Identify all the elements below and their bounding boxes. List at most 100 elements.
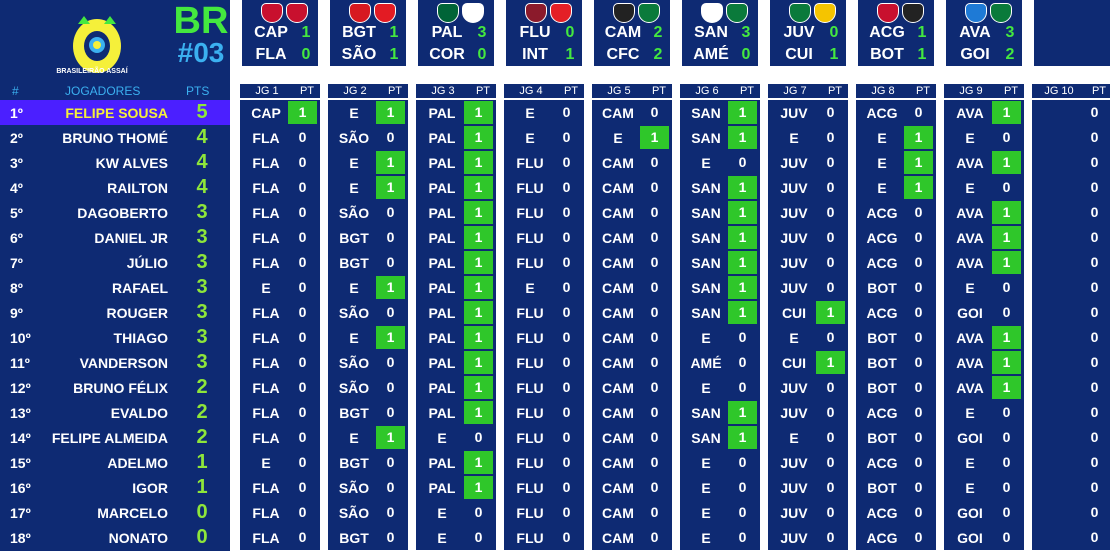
pick-cell: CAM 0 [592, 200, 672, 225]
match-card[interactable]: CAM 2 CFC 2 [594, 0, 670, 66]
pick-point-value: 0 [1002, 454, 1011, 470]
pick-team: AVA [956, 230, 984, 246]
match-card[interactable]: BGT 1 SÃO 1 [330, 0, 406, 66]
player-row[interactable]: 7º JÚLIO 3 [0, 250, 230, 275]
point-box: 0 [552, 101, 581, 124]
pick-team: FLA [252, 255, 280, 271]
away-team-crest-icon [638, 3, 660, 23]
pick-point-value: 0 [650, 304, 659, 320]
pick-team: FLU [516, 455, 544, 471]
point-box: 0 [1080, 376, 1109, 399]
point-box: 0 [288, 226, 317, 249]
pick-cell: SÃO 0 [328, 350, 408, 375]
pick-point-value: 0 [386, 504, 395, 520]
player-row[interactable]: 15º ADELMO 1 [0, 450, 230, 475]
match-card[interactable]: CAP 1 FLA 0 [242, 0, 318, 66]
player-row[interactable]: 17º MARCELO 0 [0, 500, 230, 525]
hit-point-box: 1 [728, 176, 757, 199]
pick-team: SÃO [338, 305, 370, 321]
pick-point-value: 0 [914, 279, 923, 295]
logo-label: BRASILEIRÃO ASSAÍ [56, 68, 128, 75]
player-row[interactable]: 16º IGOR 1 [0, 475, 230, 500]
pick-team: E [877, 180, 887, 196]
player-row[interactable]: 14º FELIPE ALMEIDA 2 [0, 425, 230, 450]
pick-cell: CAM 0 [592, 250, 672, 275]
pick-cell: JUV 0 [768, 475, 848, 500]
point-box: 0 [376, 501, 405, 524]
round-label: JG 4 [519, 85, 543, 97]
player-row[interactable]: 9º ROUGER 3 [0, 300, 230, 325]
round-header: JG 6 PT [680, 84, 760, 98]
pick-point-value: 0 [1002, 404, 1011, 420]
pick-team: CAM [602, 305, 634, 321]
pick-cell: FLU 0 [504, 375, 584, 400]
player-row[interactable]: 5º DAGOBERTO 3 [0, 200, 230, 225]
hit-point-box: 1 [464, 226, 493, 249]
home-team-name: FLU [519, 24, 551, 41]
player-row[interactable]: 4º RAILTON 4 [0, 175, 230, 200]
pick-team: JUV [780, 530, 808, 546]
home-team-score: 1 [917, 24, 927, 41]
player-row[interactable]: 12º BRUNO FÉLIX 2 [0, 375, 230, 400]
player-row[interactable]: 18º NONATO 0 [0, 525, 230, 550]
match-card[interactable]: AVA 3 GOI 2 [946, 0, 1022, 66]
point-box: 0 [816, 126, 845, 149]
player-row[interactable]: 6º DANIEL JR 3 [0, 225, 230, 250]
match-card[interactable]: SAN 3 AMÉ 0 [682, 0, 758, 66]
pick-team: E [349, 430, 359, 446]
point-box: 0 [816, 426, 845, 449]
pick-point-value: 0 [1090, 454, 1099, 470]
pick-point-value: 0 [650, 204, 659, 220]
point-box: 0 [904, 351, 933, 374]
match-card[interactable]: JUV 0 CUI 1 [770, 0, 846, 66]
player-row[interactable]: 10º THIAGO 3 [0, 325, 230, 350]
players-column-header: JOGADORES [65, 84, 141, 98]
pick-team: E [965, 455, 975, 471]
home-team-score: 0 [829, 24, 839, 41]
match-card[interactable] [1034, 0, 1110, 66]
pick-team: SAN [691, 255, 721, 271]
home-team-crest-icon [349, 3, 371, 23]
hit-point-box: 1 [464, 251, 493, 274]
pick-team: FLU [516, 505, 544, 521]
player-row[interactable]: 2º BRUNO THOMÉ 4 [0, 125, 230, 150]
pick-cell: CAP 1 [240, 100, 320, 125]
point-box: 0 [552, 201, 581, 224]
pick-cell: FLU 0 [504, 150, 584, 175]
match-card[interactable]: FLU 0 INT 1 [506, 0, 582, 66]
point-box: 0 [904, 301, 933, 324]
player-row[interactable]: 13º EVALDO 2 [0, 400, 230, 425]
point-box: 0 [904, 251, 933, 274]
home-team-name: SAN [694, 24, 728, 41]
point-box: 0 [552, 451, 581, 474]
pick-cell: FLA 0 [240, 475, 320, 500]
pick-cell: 0 [1032, 175, 1110, 200]
hit-point-box: 1 [728, 276, 757, 299]
point-box: 0 [1080, 151, 1109, 174]
player-row[interactable]: 11º VANDERSON 3 [0, 350, 230, 375]
home-team-score: 3 [741, 24, 751, 41]
round-points-label: PT [739, 85, 755, 97]
pick-point-value: 1 [1002, 329, 1011, 345]
pick-team: JUV [780, 405, 808, 421]
point-box: 0 [728, 151, 757, 174]
pick-point-value: 1 [738, 404, 747, 420]
point-box: 0 [728, 526, 757, 549]
pick-cell: CAM 0 [592, 475, 672, 500]
player-row[interactable]: 1º FELIPE SOUSA 5 [0, 100, 230, 125]
point-box: 0 [816, 401, 845, 424]
player-row[interactable]: 8º RAFAEL 3 [0, 275, 230, 300]
pick-team: SÃO [338, 130, 370, 146]
pick-cell: AVA 1 [944, 375, 1024, 400]
point-box: 0 [1080, 501, 1109, 524]
pick-point-value: 0 [1002, 479, 1011, 495]
match-card[interactable]: ACG 1 BOT 1 [858, 0, 934, 66]
player-row[interactable]: 3º KW ALVES 4 [0, 150, 230, 175]
home-team-crest-icon [437, 3, 459, 23]
away-team-name: BOT [870, 46, 904, 63]
match-card[interactable]: PAL 3 COR 0 [418, 0, 494, 66]
pick-team: E [877, 155, 887, 171]
